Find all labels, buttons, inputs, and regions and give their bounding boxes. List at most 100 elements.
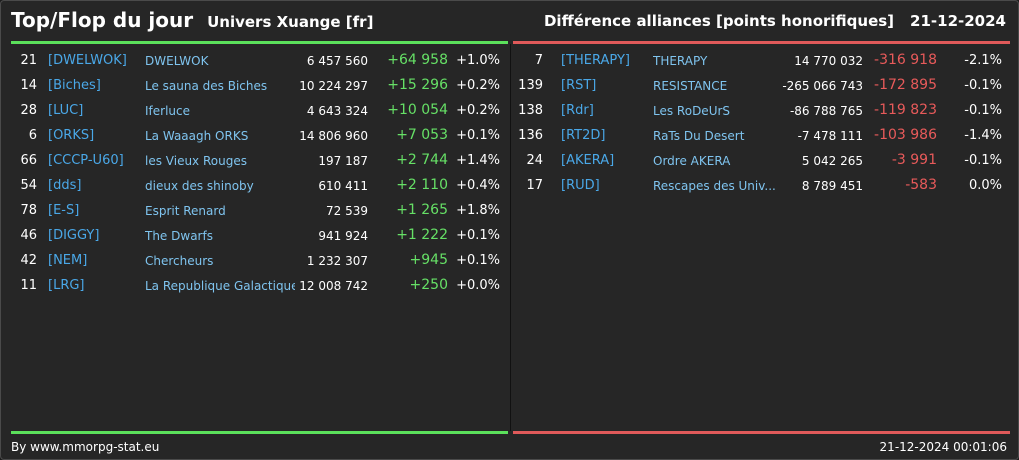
- table-row: 21 [DWELWOK] DWELWOK 6 457 560 +64 958 +…: [11, 49, 508, 74]
- rank: 11: [20, 278, 37, 293]
- alliance-tag[interactable]: [LRG]: [48, 278, 85, 293]
- percent-value: +1.4%: [456, 153, 500, 168]
- table-row: 7 [THERAPY] THERAPY 14 770 032 -316 918 …: [513, 49, 1010, 74]
- top-accent-bar: [11, 41, 508, 44]
- alliance-tag[interactable]: [DWELWOK]: [48, 53, 127, 68]
- percent-value: +1.0%: [456, 53, 500, 68]
- rank: 66: [20, 153, 37, 168]
- alliance-name[interactable]: THERAPY: [653, 54, 708, 68]
- percent-value: +1.8%: [456, 203, 500, 218]
- date-label: 21-12-2024: [910, 12, 1006, 30]
- alliance-name[interactable]: Rescapes des Univ...: [653, 179, 776, 193]
- points-value: 6 457 560: [306, 54, 368, 68]
- rank: 138: [518, 103, 543, 118]
- diff-value: +945: [409, 252, 448, 268]
- percent-value: -1.4%: [964, 128, 1002, 143]
- alliance-tag[interactable]: [E-S]: [48, 203, 80, 218]
- rank: 42: [20, 253, 37, 268]
- table-row: 78 [E-S] Esprit Renard 72 539 +1 265 +1.…: [11, 199, 508, 224]
- diff-value: -316 918: [874, 52, 937, 68]
- rank: 46: [20, 228, 37, 243]
- alliance-tag[interactable]: [RUD]: [561, 178, 600, 193]
- table-row: 14 [Biches] Le sauna des Biches 10 224 2…: [11, 74, 508, 99]
- table-row: 54 [dds] dieux des shinoby 610 411 +2 11…: [11, 174, 508, 199]
- alliance-name[interactable]: Iferluce: [145, 104, 190, 118]
- alliance-name[interactable]: Les RoDeUrS: [653, 104, 731, 118]
- table-row: 28 [LUC] Iferluce 4 643 324 +10 054 +0.2…: [11, 99, 508, 124]
- diff-value: -172 895: [874, 77, 937, 93]
- top-gainers-list: 21 [DWELWOK] DWELWOK 6 457 560 +64 958 +…: [11, 49, 508, 299]
- alliance-tag[interactable]: [AKERA]: [561, 153, 615, 168]
- alliance-name[interactable]: The Dwarfs: [145, 229, 213, 243]
- alliance-tag[interactable]: [dds]: [48, 178, 82, 193]
- alliance-tag[interactable]: [NEM]: [48, 253, 88, 268]
- rank: 6: [28, 128, 37, 143]
- alliance-tag[interactable]: [DIGGY]: [48, 228, 100, 243]
- rank: 136: [518, 128, 543, 143]
- alliance-name[interactable]: les Vieux Rouges: [145, 154, 247, 168]
- diff-value: +10 054: [387, 102, 448, 118]
- points-value: 14 806 960: [299, 129, 368, 143]
- points-value: -265 066 743: [782, 79, 863, 93]
- alliance-name[interactable]: Ordre AKERA: [653, 154, 731, 168]
- diff-value: +1 222: [396, 227, 448, 243]
- percent-value: +0.2%: [456, 78, 500, 93]
- column-divider: [510, 44, 511, 431]
- points-value: 1 232 307: [306, 254, 368, 268]
- percent-value: +0.2%: [456, 103, 500, 118]
- points-value: 197 187: [318, 154, 368, 168]
- generated-timestamp: 21-12-2024 00:01:06: [879, 440, 1007, 454]
- percent-value: 0.0%: [968, 178, 1002, 193]
- alliance-name[interactable]: Chercheurs: [145, 254, 214, 268]
- alliance-name[interactable]: La Waaagh ORKS: [145, 129, 249, 143]
- alliance-name[interactable]: Le sauna des Biches: [145, 79, 268, 93]
- alliance-tag[interactable]: [LUC]: [48, 103, 84, 118]
- points-value: 14 770 032: [794, 54, 863, 68]
- universe-label: Univers Xuange [fr]: [207, 13, 374, 31]
- alliance-tag[interactable]: [RT2D]: [561, 128, 606, 143]
- table-row: 6 [ORKS] La Waaagh ORKS 14 806 960 +7 05…: [11, 124, 508, 149]
- alliance-name[interactable]: dieux des shinoby: [145, 179, 254, 193]
- credit-link[interactable]: By www.mmorpg-stat.eu: [11, 440, 160, 454]
- table-row: 11 [LRG] La Republique Galactique 12 008…: [11, 274, 508, 299]
- diff-value: -583: [905, 177, 937, 193]
- table-row: 138 [Rdr] Les RoDeUrS -86 788 765 -119 8…: [513, 99, 1010, 124]
- alliance-name[interactable]: RaTs Du Desert: [653, 129, 745, 143]
- points-value: 8 789 451: [801, 179, 863, 193]
- diff-value: -103 986: [874, 127, 937, 143]
- alliance-name[interactable]: La Republique Galactique: [145, 279, 295, 293]
- rank: 28: [20, 103, 37, 118]
- diff-value: +250: [409, 277, 448, 293]
- percent-value: +0.1%: [456, 253, 500, 268]
- header-left: Top/Flop du jour Univers Xuange [fr]: [11, 8, 373, 32]
- alliance-tag[interactable]: [RST]: [561, 78, 597, 93]
- top-accent-bar-bottom: [11, 431, 508, 434]
- alliance-tag[interactable]: [Biches]: [48, 78, 101, 93]
- points-value: -86 788 765: [789, 104, 863, 118]
- points-value: 12 008 742: [299, 279, 368, 293]
- diff-value: +2 744: [396, 152, 448, 168]
- percent-value: +0.1%: [456, 128, 500, 143]
- rank: 17: [526, 178, 543, 193]
- points-value: -7 478 111: [797, 129, 863, 143]
- alliance-tag[interactable]: [ORKS]: [48, 128, 95, 143]
- diff-value: +64 958: [387, 52, 448, 68]
- points-value: 10 224 297: [299, 79, 368, 93]
- table-row: 42 [NEM] Chercheurs 1 232 307 +945 +0.1%: [11, 249, 508, 274]
- table-row: 17 [RUD] Rescapes des Univ... 8 789 451 …: [513, 174, 1010, 199]
- percent-value: +0.4%: [456, 178, 500, 193]
- percent-value: -0.1%: [964, 103, 1002, 118]
- header-right: Différence alliances [points honorifique…: [544, 12, 1006, 30]
- flop-accent-bar-bottom: [513, 431, 1010, 434]
- alliance-tag[interactable]: [THERAPY]: [561, 53, 630, 68]
- alliance-tag[interactable]: [Rdr]: [561, 103, 594, 118]
- alliance-name[interactable]: Esprit Renard: [145, 204, 226, 218]
- alliance-tag[interactable]: [CCCP-U60]: [48, 153, 124, 168]
- rank: 21: [20, 53, 37, 68]
- percent-value: -0.1%: [964, 78, 1002, 93]
- alliance-name[interactable]: DWELWOK: [145, 54, 209, 68]
- alliance-name[interactable]: RESISTANCE: [653, 79, 728, 93]
- table-row: 136 [RT2D] RaTs Du Desert -7 478 111 -10…: [513, 124, 1010, 149]
- diff-value: +7 053: [396, 127, 448, 143]
